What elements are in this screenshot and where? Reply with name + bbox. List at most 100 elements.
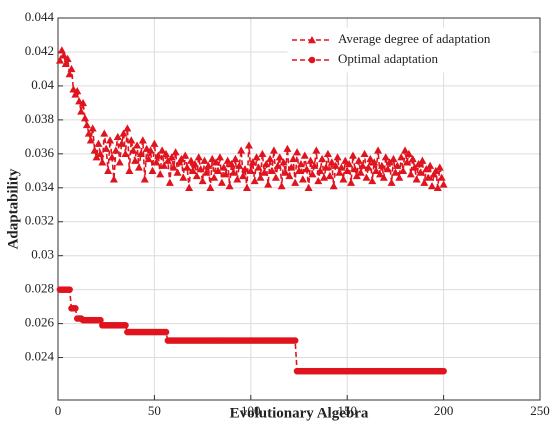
marker: [72, 305, 79, 312]
legend: Average degree of adaptation Optimal adap…: [287, 27, 533, 73]
marker: [183, 163, 192, 171]
marker: [416, 168, 425, 176]
marker: [231, 154, 240, 163]
legend-marker: [308, 36, 316, 44]
marker: [96, 149, 105, 158]
marker: [279, 158, 288, 166]
marker: [291, 178, 300, 186]
marker: [109, 175, 118, 183]
marker: [187, 156, 196, 164]
marker: [90, 146, 99, 154]
marker: [133, 141, 142, 149]
y-tick-label: 0.04: [31, 77, 54, 92]
marker: [316, 166, 325, 174]
x-tick-label: 150: [337, 403, 357, 418]
marker: [375, 170, 384, 178]
marker: [348, 151, 357, 159]
marker: [262, 160, 271, 168]
marker: [102, 144, 111, 152]
marker: [179, 173, 188, 181]
marker: [156, 170, 165, 178]
marker: [173, 168, 182, 176]
marker: [235, 161, 244, 169]
marker: [190, 160, 199, 168]
marker: [198, 176, 207, 185]
marker: [304, 183, 313, 191]
marker: [412, 175, 421, 183]
marker: [138, 136, 147, 144]
marker: [285, 171, 294, 180]
marker: [169, 163, 178, 171]
marker: [358, 161, 367, 169]
marker: [291, 337, 299, 344]
legend-marker: [308, 56, 316, 64]
marker: [399, 166, 408, 174]
marker: [269, 146, 278, 154]
marker: [134, 163, 143, 171]
marker: [258, 149, 267, 158]
marker: [433, 183, 442, 191]
marker: [254, 163, 263, 171]
marker: [154, 151, 163, 159]
marker: [389, 154, 398, 163]
marker: [321, 163, 330, 171]
marker: [306, 156, 315, 164]
marker: [66, 286, 73, 293]
marker: [194, 153, 203, 161]
marker: [275, 153, 284, 161]
marker: [397, 153, 406, 161]
marker: [204, 161, 213, 169]
marker: [61, 59, 70, 68]
marker: [341, 156, 350, 164]
marker: [192, 171, 201, 180]
marker: [210, 173, 219, 181]
marker: [314, 176, 323, 185]
legend-label: Optimal adaptation: [338, 51, 439, 66]
marker: [331, 161, 340, 169]
marker: [242, 183, 251, 191]
marker: [117, 139, 126, 147]
marker: [293, 148, 302, 156]
legend-label: Average degree of adaptation: [338, 31, 491, 46]
x-tick-label: 250: [530, 403, 550, 418]
marker: [428, 182, 437, 190]
marker: [354, 156, 363, 164]
marker: [115, 158, 124, 166]
marker: [381, 153, 390, 161]
legend-box: [287, 27, 533, 73]
marker: [73, 87, 82, 95]
series: [55, 46, 448, 191]
marker: [379, 173, 388, 181]
marker: [219, 163, 228, 171]
marker: [335, 168, 344, 176]
marker: [97, 316, 104, 324]
marker: [333, 153, 342, 161]
marker: [84, 129, 93, 137]
marker: [79, 98, 88, 107]
marker: [200, 156, 209, 164]
marker: [302, 165, 311, 173]
marker: [420, 178, 429, 186]
y-tick-label: 0.036: [25, 145, 55, 160]
marker: [323, 149, 332, 158]
marker: [80, 114, 89, 122]
marker: [131, 156, 140, 164]
marker: [337, 163, 346, 171]
marker: [152, 158, 161, 166]
marker: [146, 146, 155, 154]
marker: [310, 161, 319, 169]
y-tick-label: 0.042: [25, 43, 54, 58]
marker: [221, 170, 230, 178]
marker: [252, 153, 261, 161]
marker: [125, 166, 134, 174]
marker: [362, 173, 371, 181]
marker: [383, 165, 392, 173]
y-tick-label: 0.032: [25, 213, 54, 228]
marker: [65, 70, 74, 78]
marker: [161, 149, 170, 158]
marker: [273, 161, 282, 169]
marker: [281, 168, 290, 176]
marker: [426, 161, 435, 169]
